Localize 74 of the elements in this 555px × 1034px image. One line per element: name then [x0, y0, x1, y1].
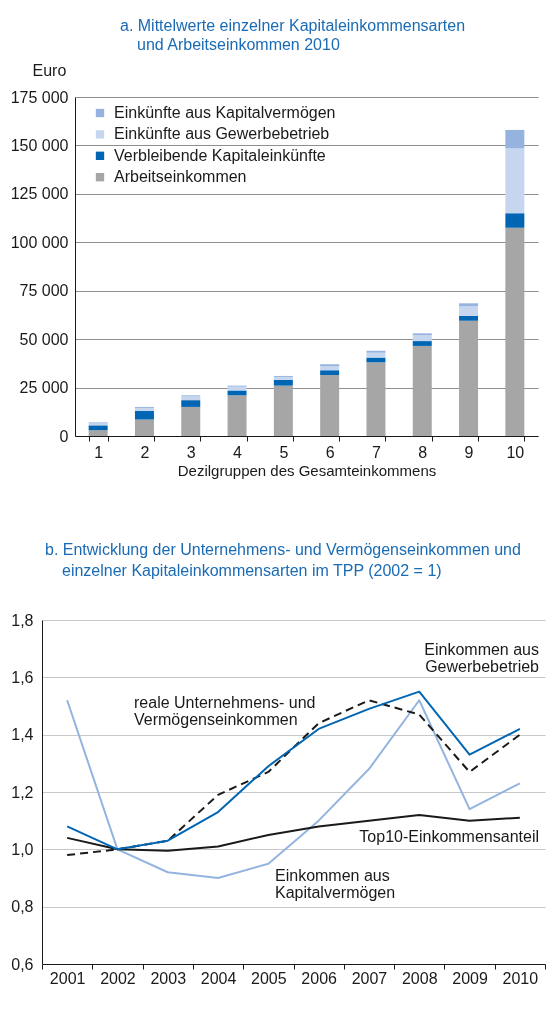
x-tick-label: 2005	[251, 969, 287, 987]
y-tick-label: 150 000	[10, 136, 69, 154]
bar	[505, 213, 525, 228]
chart-title: b. Entwicklung der Unternehmens- und Vermögenseinkommen und einzelner Kapitaleinkommensarten im TPP (2002 = 1)	[45, 540, 522, 582]
bar	[459, 303, 479, 307]
x-tick-label: 2006	[301, 969, 338, 987]
x-tick-label: 2010	[502, 969, 539, 987]
bar	[134, 410, 154, 420]
x-tick-label: 1	[94, 443, 104, 461]
x-tick-label: 2003	[150, 969, 187, 987]
bar	[366, 352, 386, 358]
bar	[273, 379, 293, 386]
bar	[505, 148, 525, 214]
y-tick-label: 1,8	[11, 611, 34, 629]
bar	[412, 335, 432, 342]
bar	[366, 362, 386, 436]
y-tick-label: 25 000	[19, 379, 69, 397]
legend-label: Arbeitseinkommen	[114, 168, 247, 186]
bar	[412, 345, 432, 436]
y-tick-label: 1,2	[11, 783, 34, 801]
bar	[227, 390, 247, 396]
y-tick-label: 0,6	[11, 955, 34, 973]
y-tick-label: 1,0	[11, 840, 34, 858]
x-tick-label: 2007	[351, 969, 388, 987]
chart-title: a. Mittelwerte einzelner Kapitaleinkommensarten und Arbeitseinkommen 2010	[120, 16, 467, 54]
series-label: Top10-Einkommensanteil	[359, 827, 539, 845]
x-tick-label: 2	[140, 443, 150, 461]
x-tick-label: 2001	[49, 969, 86, 987]
bar	[505, 129, 525, 149]
y-tick-label: 125 000	[10, 185, 69, 203]
legend-label: Einkünfte aus Gewerbebetrieb	[114, 125, 330, 143]
series-label: Einkommen aus Gewerbebetrieb	[424, 641, 540, 675]
y-tick-label: 100 000	[10, 233, 69, 251]
x-tick-label: 2004	[200, 969, 237, 987]
bar	[181, 406, 201, 436]
y-axis-title: Euro	[32, 61, 67, 79]
bar	[273, 385, 293, 436]
x-tick-label: 4	[233, 443, 243, 461]
y-tick-label: 1,6	[11, 668, 34, 686]
x-tick-label: 5	[279, 443, 289, 461]
bar	[412, 341, 432, 346]
x-tick-label: 2009	[452, 969, 488, 987]
bar	[88, 430, 108, 436]
bar	[181, 396, 201, 401]
y-tick-label: 75 000	[19, 282, 69, 300]
bar	[459, 320, 479, 436]
y-tick-label: 0,8	[11, 898, 34, 916]
bar	[181, 400, 201, 407]
bar	[320, 370, 340, 375]
series-label: Einkommen aus Kapitalvermögen	[275, 867, 396, 901]
x-tick-label: 6	[325, 443, 335, 461]
x-tick-label: 2002	[100, 969, 136, 987]
legend-label: Verbleibende Kapitaleinkünfte	[114, 146, 326, 164]
bar	[459, 315, 479, 321]
bar	[320, 366, 340, 371]
bar	[134, 419, 154, 436]
x-tick-label: 10	[506, 443, 525, 461]
bar	[88, 425, 108, 431]
bar	[320, 374, 340, 436]
x-axis-title: Dezilgruppen des Gesamteinkommens	[177, 461, 437, 479]
x-tick-label: 3	[186, 443, 196, 461]
legend-label: Einkünfte aus Kapitalvermögen	[114, 104, 336, 121]
bar	[227, 395, 247, 436]
y-tick-label: 50 000	[19, 330, 69, 348]
x-tick-label: 8	[418, 443, 428, 461]
x-tick-label: 9	[464, 443, 474, 461]
bar	[505, 227, 525, 436]
x-tick-label: 7	[372, 443, 381, 461]
series-label: reale Unternehmens- und Vermögenseinkommen	[134, 694, 316, 728]
y-tick-label: 0	[59, 427, 69, 445]
x-tick-label: 2008	[401, 969, 438, 987]
y-tick-label: 1,4	[11, 726, 34, 744]
y-tick-label: 175 000	[10, 88, 69, 106]
bar	[459, 306, 479, 316]
